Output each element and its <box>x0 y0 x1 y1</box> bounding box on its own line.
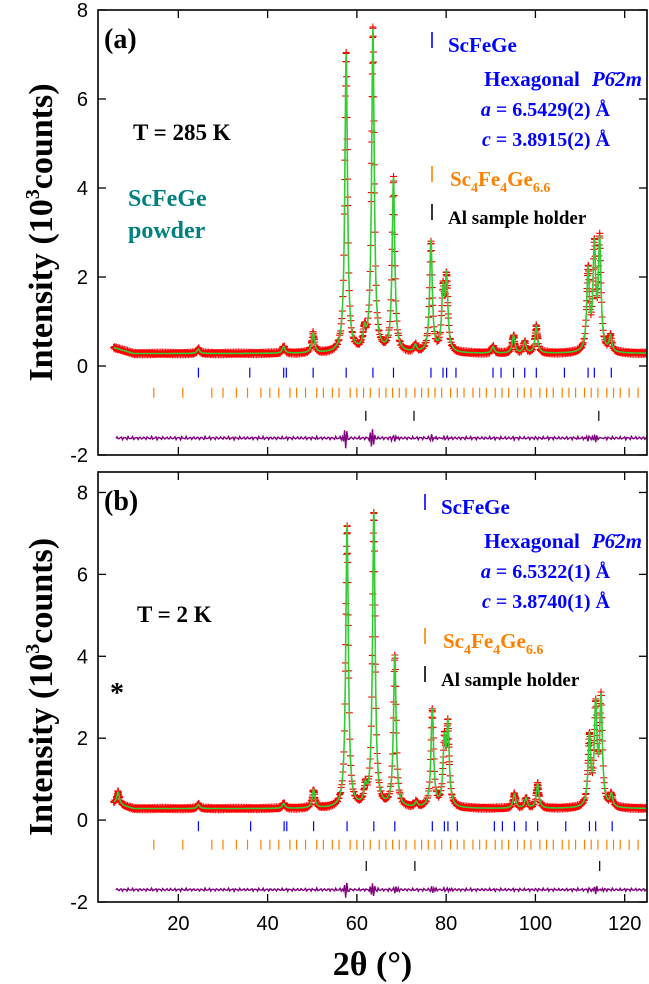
y-tick-label: 6 <box>77 89 88 111</box>
y-tick-label: 8 <box>77 0 88 22</box>
legend-phase2-subscript: 4 <box>493 643 500 658</box>
legend-a-param: a = 6.5429(2) Å <box>481 98 611 121</box>
legend-a-value: = 6.5322(1) Å <box>496 560 611 583</box>
legend-a-value: = 6.5429(2) Å <box>496 98 611 121</box>
panel-label: (b) <box>104 486 138 517</box>
x-tick-label: 20 <box>167 913 189 935</box>
x-tick-label: 100 <box>519 913 552 935</box>
x-tick-label: 120 <box>608 913 641 935</box>
legend-phase2-element: Fe <box>478 167 500 191</box>
legend-phase2-subscript: 6.6 <box>533 181 551 196</box>
legend-c-label: c <box>482 591 491 613</box>
legend-phase1: ScFeGe <box>448 33 517 57</box>
impurity-star: * <box>110 678 124 709</box>
panel-b: 20 40 60 80 100 120 -2 0 2 4 6 8 Intensity (103count… <box>22 471 648 983</box>
legend-phase2-subscript: 4 <box>464 643 471 658</box>
x-axis-title: 2θ (°) <box>333 946 413 983</box>
legend-structure: Hexagonal P6̄2m <box>484 67 642 91</box>
legend-phase2: Sc4Fe4Ge6.6 <box>443 629 543 658</box>
panel-label: (a) <box>104 24 137 55</box>
legend-phase2-subscript: 4 <box>471 181 478 196</box>
y-axis-title-end: counts) <box>23 538 60 644</box>
legend-a-label: a <box>481 99 491 121</box>
legend-phase2-element: Sc <box>450 167 471 191</box>
plot-frame <box>97 9 648 456</box>
legend-phase3: Al sample holder <box>441 670 580 691</box>
legend-phase2-element: Sc <box>443 629 464 653</box>
legend-phase2-subscript: 4 <box>500 181 507 196</box>
legend-c-value: = 3.8915(2) Å <box>496 128 611 151</box>
y-tick-label: 0 <box>77 810 88 832</box>
legend-a-label: a <box>481 561 491 583</box>
y-tick-label: 2 <box>77 267 88 289</box>
legend-phase2-element: Ge <box>507 167 533 191</box>
difference-curve <box>115 429 647 449</box>
legend-structure: Hexagonal P6̄2m <box>484 529 642 553</box>
y-tick-label: 2 <box>77 728 88 750</box>
y-tick-label: 6 <box>77 564 88 586</box>
y-axis-title-part: Intensity (10 <box>23 199 60 381</box>
panel-a: -2 0 2 4 6 8 Intensity (103counts) (a) T = 285 K… <box>22 0 648 467</box>
y-axis-title-sup: 3 <box>22 189 44 199</box>
legend-phase3: Al sample holder <box>448 208 587 229</box>
temperature-label: T = 2 K <box>137 602 212 627</box>
calculated-curve <box>113 28 647 355</box>
x-tick-label: 60 <box>346 913 368 935</box>
temperature-label: T = 285 K <box>133 120 231 145</box>
sample-label: powder <box>128 218 206 244</box>
legend-phase2-element: Ge <box>500 629 526 653</box>
calculated-curve <box>113 511 647 810</box>
sample-label: ScFeGe <box>128 186 207 212</box>
legend-space-group: P6̄2m <box>591 529 642 553</box>
data-layer <box>110 23 647 449</box>
legend-phase1: ScFeGe <box>441 495 510 519</box>
data-layer <box>110 509 647 898</box>
y-tick-label: -2 <box>70 892 88 914</box>
legend-structure-prefix: Hexagonal <box>484 67 580 91</box>
legend-c-value: = 3.8740(1) Å <box>496 590 611 613</box>
x-tick-label: 40 <box>256 913 278 935</box>
y-axis-title-end: counts) <box>23 83 60 189</box>
y-tick-label: 8 <box>77 482 88 504</box>
legend-c-param: c = 3.8740(1) Å <box>482 590 611 613</box>
legend-phase2: Sc4Fe4Ge6.6 <box>450 167 550 196</box>
legend-phase2-subscript: 6.6 <box>526 643 544 658</box>
legend-phase2-element: Fe <box>471 629 493 653</box>
x-tick-label: 80 <box>435 913 457 935</box>
legend-c-label: c <box>482 129 491 151</box>
legend-structure-prefix: Hexagonal <box>484 529 580 553</box>
y-tick-label: 4 <box>77 646 88 668</box>
y-axis-title: Intensity (103counts) <box>22 538 60 836</box>
legend-a-param: a = 6.5322(1) Å <box>481 560 611 583</box>
plot-frame <box>97 471 648 903</box>
legend-space-group: P6̄2m <box>591 67 642 91</box>
y-tick-label: 0 <box>77 356 88 378</box>
y-axis-title-sup: 3 <box>22 644 44 654</box>
y-tick-label: 4 <box>77 178 88 200</box>
y-tick-label: -2 <box>70 445 88 467</box>
difference-curve <box>115 882 647 898</box>
y-axis-title: Intensity (103counts) <box>22 83 60 381</box>
y-axis-title-part: Intensity (10 <box>23 654 60 836</box>
legend-c-param: c = 3.8915(2) Å <box>482 128 611 151</box>
